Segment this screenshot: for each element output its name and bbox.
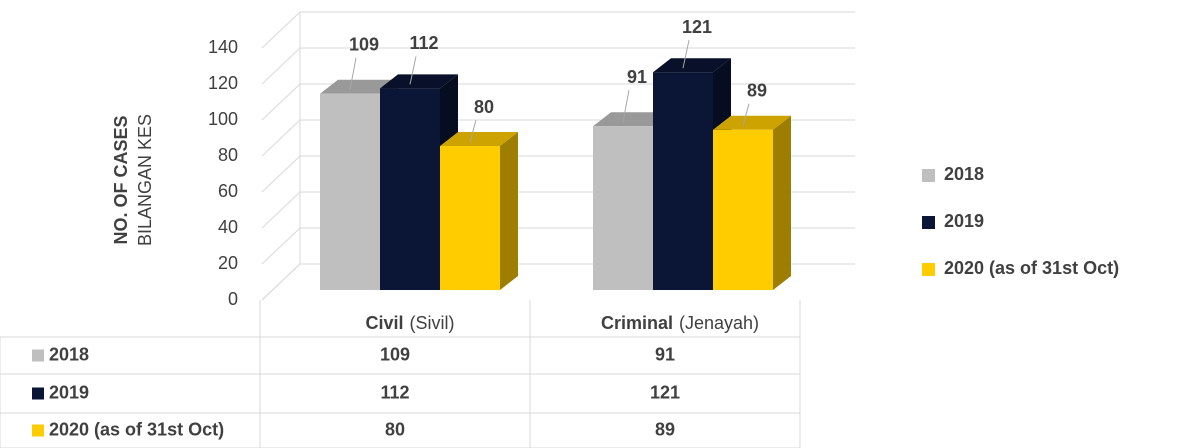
leader-line	[622, 90, 630, 123]
x-tick-label: Criminal (Jenayah)	[601, 313, 759, 333]
legend-label: 2018	[944, 164, 984, 184]
bar-side	[773, 115, 791, 290]
data-label: 89	[747, 81, 767, 101]
data-label: 91	[627, 67, 647, 87]
table-cell: 121	[650, 382, 680, 402]
legend-swatch	[922, 216, 935, 229]
table-row-label: 2018	[49, 344, 89, 364]
y-tick-label: 100	[208, 109, 238, 129]
y-tick-label: 140	[208, 37, 238, 57]
table-swatch	[32, 424, 44, 437]
table-row-label: 2020 (as of 31st Oct)	[49, 419, 224, 439]
data-label: 121	[682, 17, 712, 37]
leader-line	[469, 119, 477, 143]
data-label: 112	[409, 33, 438, 53]
bar-top	[320, 79, 398, 94]
leader-line	[349, 57, 357, 90]
table-cell: 89	[655, 419, 675, 439]
y-tick-label: 40	[218, 217, 238, 237]
bar-top	[653, 58, 731, 73]
grid-line	[261, 47, 855, 85]
y-tick-label: 80	[218, 145, 238, 165]
legend-swatch	[922, 169, 935, 182]
bar	[380, 88, 440, 291]
y-tick-label: 60	[218, 181, 238, 201]
bar	[593, 126, 653, 290]
legend-swatch	[922, 263, 935, 276]
bar-top	[380, 74, 458, 89]
category-name: Criminal	[601, 313, 673, 333]
leader-line	[682, 40, 690, 69]
category-name: Civil	[365, 313, 403, 333]
table-cell: 91	[655, 344, 675, 364]
table-cell: 112	[380, 382, 409, 402]
category-subtitle: (Sivil)	[410, 313, 455, 333]
leader-line	[409, 56, 417, 85]
data-label: 80	[474, 97, 494, 117]
legend-label: 2020 (as of 31st Oct)	[944, 258, 1119, 278]
grid-line	[261, 11, 855, 49]
table-row-label: 2019	[49, 382, 89, 402]
bar-top	[440, 132, 518, 146]
table-cell: 80	[385, 419, 405, 439]
bar	[320, 93, 380, 290]
bar	[440, 146, 500, 290]
y-tick-label: 120	[208, 73, 238, 93]
bar	[653, 72, 713, 290]
bar-side	[500, 132, 518, 290]
category-subtitle: (Jenayah)	[679, 313, 759, 333]
y-tick-label: 0	[228, 289, 238, 309]
x-tick-label: Civil (Sivil)	[365, 313, 454, 333]
leader-line	[742, 103, 750, 126]
y-axis-label-secondary: BILANGAN KES	[135, 114, 155, 246]
bar-top	[713, 115, 791, 130]
y-axis-label: NO. OF CASES	[111, 115, 131, 244]
bar-top	[593, 112, 671, 127]
data-label: 109	[349, 35, 379, 55]
table-swatch	[32, 349, 44, 362]
y-tick-label: 20	[218, 253, 238, 273]
legend-label: 2019	[944, 211, 984, 231]
table-cell: 109	[380, 344, 410, 364]
table-swatch	[32, 387, 44, 400]
bar	[713, 129, 773, 290]
